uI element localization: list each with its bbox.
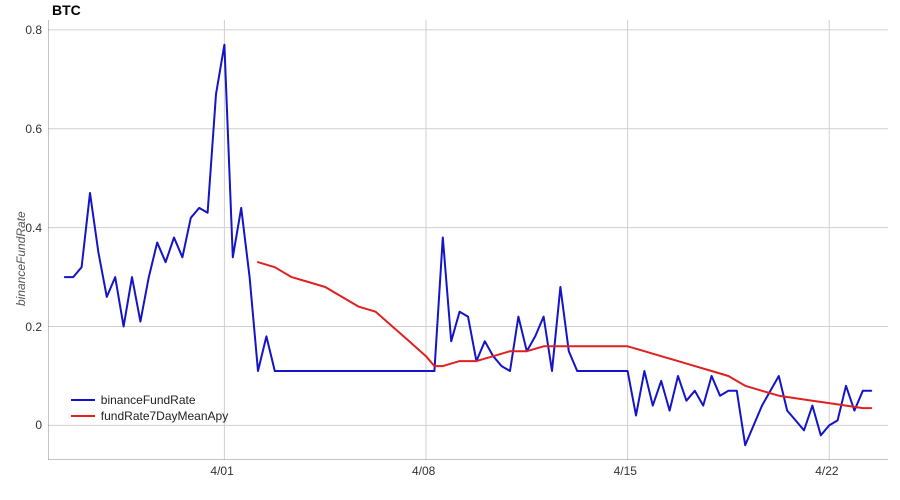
y-tick-label: 0.6	[25, 122, 42, 136]
y-tick-label: 0.4	[25, 221, 42, 235]
legend-label-0: binanceFundRate	[101, 393, 196, 407]
btc-funding-rate-chart: BTC binanceFundRate binanceFundRate fund…	[0, 0, 900, 500]
x-tick-label: 4/15	[614, 464, 637, 478]
y-tick-label: 0.8	[25, 23, 42, 37]
chart-title: BTC	[52, 2, 81, 18]
legend-item: fundRate7DayMeanApy	[71, 409, 228, 423]
y-tick-label: 0	[35, 418, 42, 432]
legend-swatch-1	[71, 415, 95, 417]
legend-item: binanceFundRate	[71, 393, 228, 407]
x-tick-label: 4/01	[210, 464, 233, 478]
x-tick-label: 4/08	[412, 464, 435, 478]
x-tick-label: 4/22	[815, 464, 838, 478]
y-tick-label: 0.2	[25, 320, 42, 334]
legend: binanceFundRate fundRate7DayMeanApy	[65, 387, 234, 429]
legend-label-1: fundRate7DayMeanApy	[101, 409, 228, 423]
legend-swatch-0	[71, 399, 95, 401]
